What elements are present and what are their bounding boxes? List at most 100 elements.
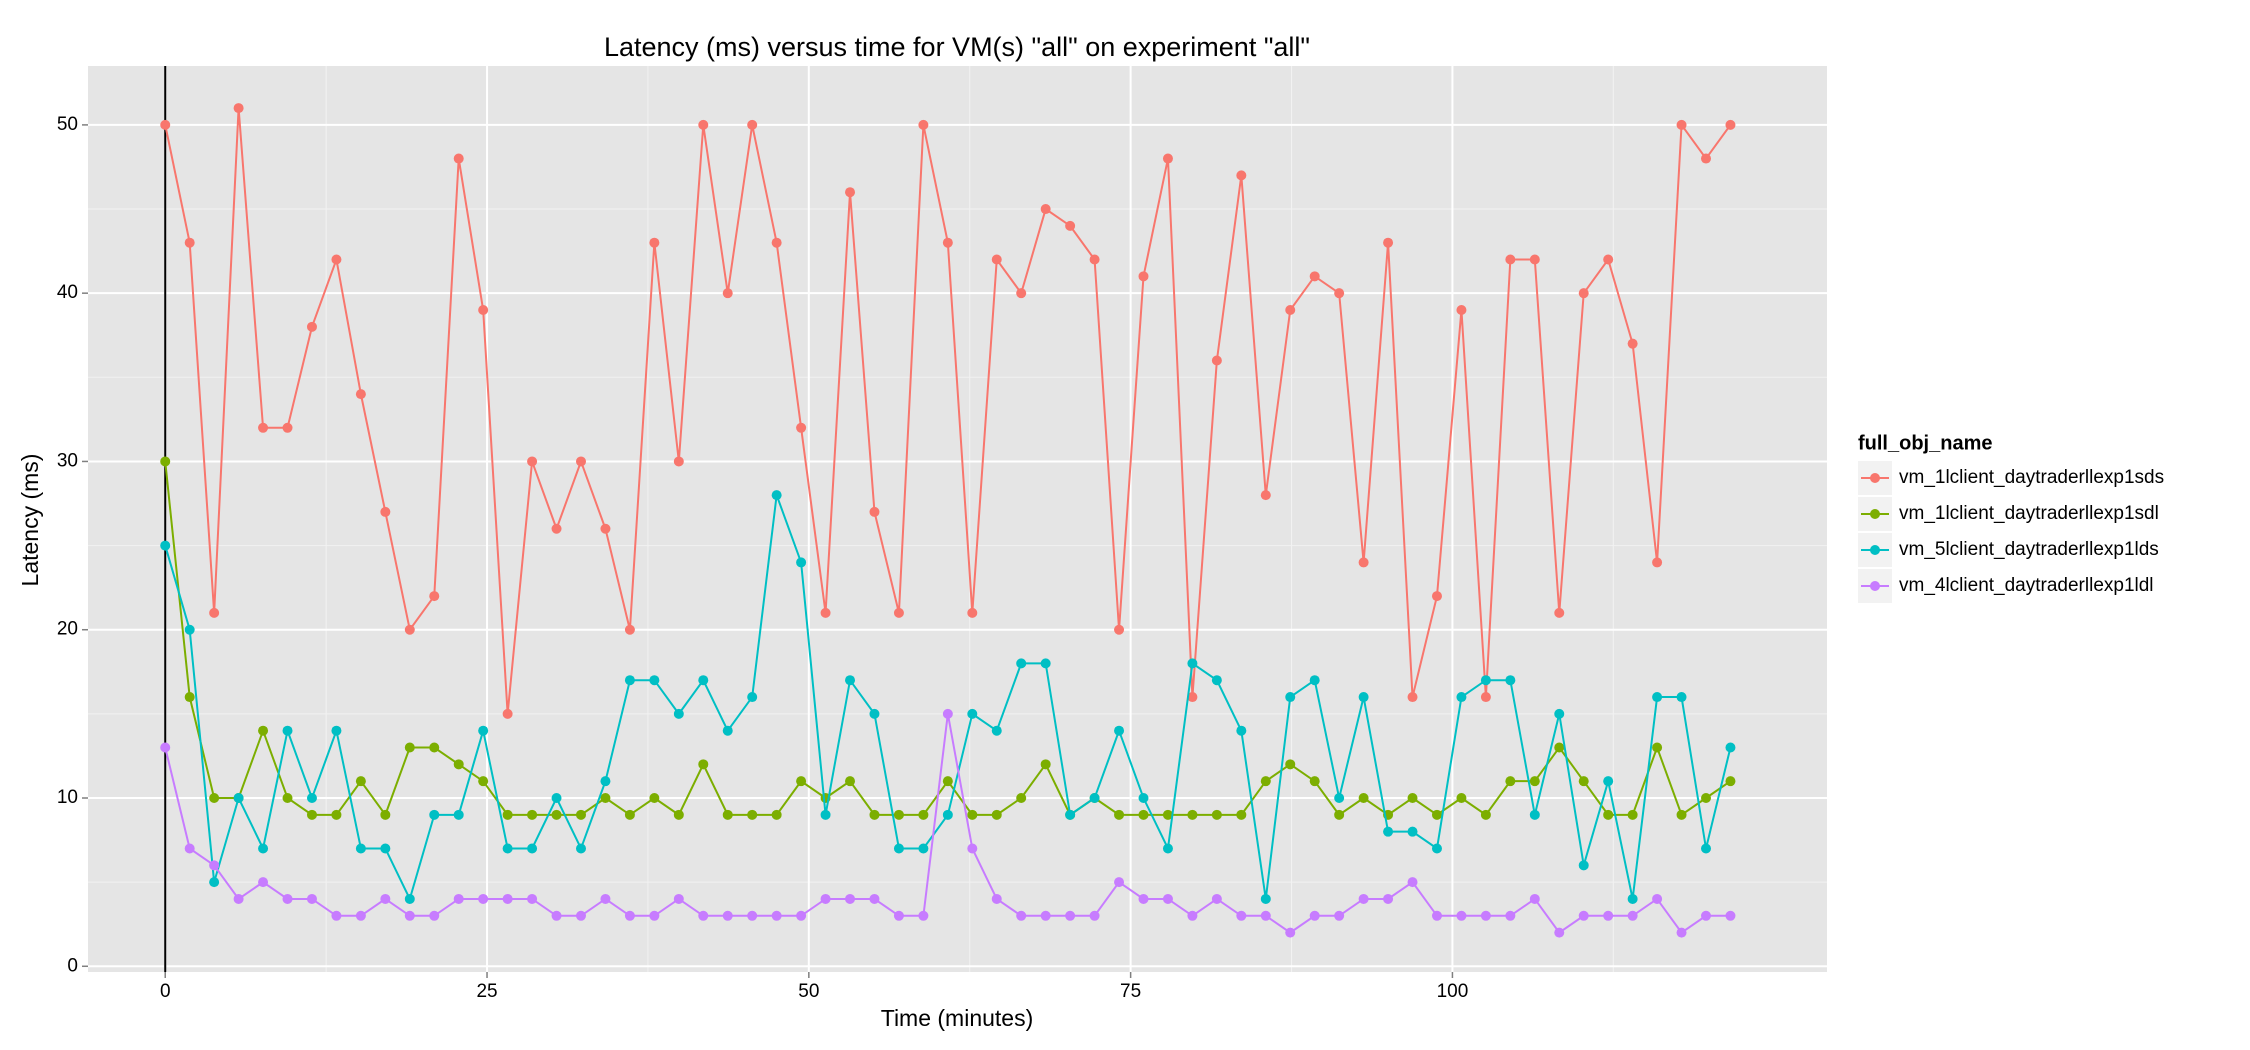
data-point: [429, 809, 440, 820]
data-point: [575, 843, 586, 854]
data-point: [1627, 809, 1638, 820]
data-point: [1016, 793, 1027, 804]
data-point: [575, 456, 586, 467]
data-point: [1114, 809, 1125, 820]
data-point: [1138, 793, 1149, 804]
data-point: [380, 843, 391, 854]
data-point: [282, 422, 293, 433]
data-point: [1211, 675, 1222, 686]
data-point: [429, 742, 440, 753]
data-point: [796, 910, 807, 921]
data-point: [429, 591, 440, 602]
data-point: [796, 422, 807, 433]
data-point: [600, 793, 611, 804]
data-point: [1065, 220, 1076, 231]
data-point: [502, 893, 513, 904]
data-point: [429, 910, 440, 921]
data-point: [1456, 692, 1467, 703]
legend-label: vm_1lclient_daytraderllexp1sds: [1899, 467, 2164, 488]
data-point: [649, 910, 660, 921]
data-point: [1701, 843, 1712, 854]
y-tick-label: 20: [57, 619, 78, 640]
data-point: [1554, 708, 1565, 719]
data-point: [502, 708, 513, 719]
data-point: [845, 893, 856, 904]
data-point: [1040, 759, 1051, 770]
data-point: [1554, 742, 1565, 753]
legend-swatch: [1870, 581, 1880, 591]
data-point: [1285, 692, 1296, 703]
y-tick-label: 30: [57, 450, 78, 471]
data-point: [1701, 910, 1712, 921]
data-point: [991, 893, 1002, 904]
data-point: [942, 809, 953, 820]
data-point: [673, 456, 684, 467]
data-point: [575, 910, 586, 921]
data-point: [1285, 305, 1296, 316]
data-point: [600, 776, 611, 787]
y-axis-label: Latency (ms): [17, 454, 43, 587]
data-point: [820, 607, 831, 618]
data-point: [845, 187, 856, 198]
data-point: [306, 809, 317, 820]
data-point: [355, 843, 366, 854]
data-point: [551, 809, 562, 820]
data-point: [1456, 793, 1467, 804]
data-point: [698, 119, 709, 130]
data-point: [1505, 776, 1516, 787]
data-point: [845, 675, 856, 686]
data-point: [1016, 288, 1027, 299]
data-point: [796, 557, 807, 568]
data-point: [160, 540, 171, 551]
data-point: [551, 523, 562, 534]
data-point: [1701, 153, 1712, 164]
data-point: [1162, 843, 1173, 854]
chart-title: Latency (ms) versus time for VM(s) "all"…: [604, 32, 1310, 62]
data-point: [820, 893, 831, 904]
data-point: [722, 910, 733, 921]
data-point: [1089, 793, 1100, 804]
data-point: [1260, 893, 1271, 904]
y-tick-label: 10: [57, 787, 78, 808]
data-point: [1676, 809, 1687, 820]
data-point: [1407, 793, 1418, 804]
data-point: [404, 624, 415, 635]
data-point: [527, 893, 538, 904]
data-point: [747, 692, 758, 703]
data-point: [1554, 927, 1565, 938]
data-point: [1016, 910, 1027, 921]
data-point: [1652, 742, 1663, 753]
data-point: [404, 742, 415, 753]
data-point: [1334, 288, 1345, 299]
data-point: [380, 506, 391, 517]
data-point: [918, 843, 929, 854]
data-point: [991, 809, 1002, 820]
data-point: [1725, 742, 1736, 753]
data-point: [869, 893, 880, 904]
data-point: [1529, 809, 1540, 820]
data-point: [1603, 809, 1614, 820]
data-point: [1603, 254, 1614, 265]
legend-label: vm_5lclient_daytraderllexp1lds: [1899, 539, 2159, 560]
data-point: [771, 490, 782, 501]
data-point: [1260, 776, 1271, 787]
data-point: [209, 793, 220, 804]
y-tick-label: 40: [57, 282, 78, 303]
data-point: [1309, 910, 1320, 921]
data-point: [1236, 910, 1247, 921]
data-point: [600, 523, 611, 534]
data-point: [1334, 910, 1345, 921]
data-point: [1725, 776, 1736, 787]
data-point: [747, 119, 758, 130]
data-point: [404, 893, 415, 904]
data-point: [380, 809, 391, 820]
data-point: [967, 809, 978, 820]
data-point: [184, 843, 195, 854]
x-tick-label: 25: [476, 981, 497, 1002]
data-point: [331, 910, 342, 921]
data-point: [306, 893, 317, 904]
data-point: [1480, 692, 1491, 703]
data-point: [527, 843, 538, 854]
data-point: [1578, 776, 1589, 787]
